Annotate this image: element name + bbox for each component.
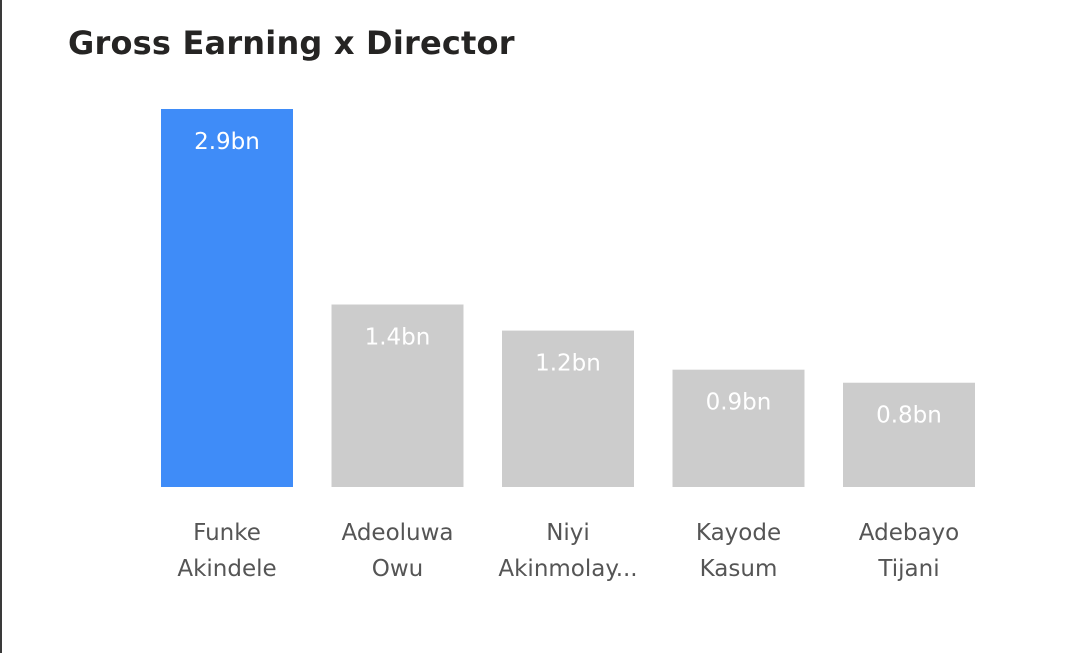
category-label: Adebayo [859, 520, 959, 546]
category-label: Tijani [877, 556, 939, 582]
bar[interactable] [672, 369, 805, 487]
category-label: Owu [372, 556, 424, 582]
data-label: 2.9bn [194, 129, 260, 155]
data-label: 1.2bn [535, 351, 601, 377]
category-label: Adeoluwa [341, 520, 453, 546]
category-label: Akinmolay... [498, 556, 637, 582]
category-label: Akindele [177, 556, 276, 582]
bar[interactable] [502, 330, 634, 487]
bar[interactable] [161, 109, 293, 487]
data-label: 0.9bn [706, 390, 772, 416]
category-label: Funke [193, 520, 261, 546]
frame-left-border [0, 0, 2, 653]
category-label: Niyi [546, 520, 590, 546]
chart-title: Gross Earning x Director [68, 24, 515, 62]
data-label: 0.8bn [876, 403, 942, 429]
category-label: Kasum [700, 556, 778, 582]
bar[interactable] [331, 304, 464, 487]
bar[interactable] [843, 382, 975, 487]
data-label: 1.4bn [365, 325, 431, 351]
category-label: Kayode [696, 520, 781, 546]
